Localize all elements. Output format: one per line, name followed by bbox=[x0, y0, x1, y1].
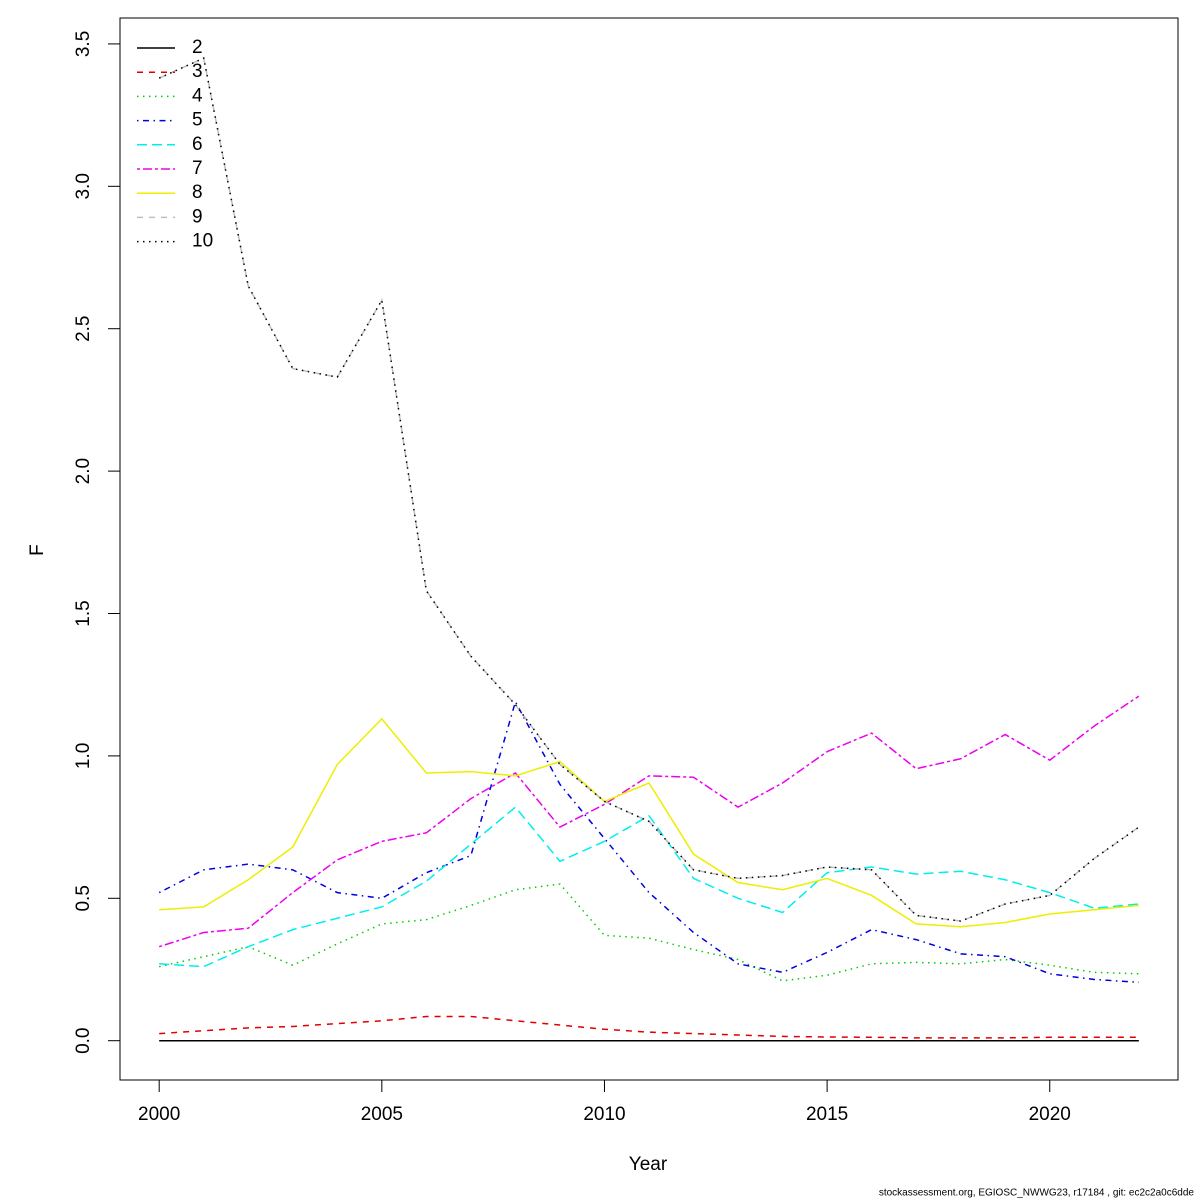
y-tick-label: 1.5 bbox=[73, 600, 94, 626]
plot-box bbox=[119, 17, 1179, 1081]
x-tick-label: 2000 bbox=[138, 1104, 180, 1125]
legend-label: 6 bbox=[192, 134, 203, 155]
series-line bbox=[159, 883, 1139, 982]
y-axis-label: F bbox=[27, 544, 48, 556]
x-tick-label: 2010 bbox=[583, 1104, 625, 1125]
legend-label: 10 bbox=[192, 231, 213, 252]
legend-label: 8 bbox=[192, 182, 203, 203]
y-tick-label: 2.5 bbox=[73, 316, 94, 342]
x-tick-label: 2005 bbox=[361, 1104, 403, 1125]
series-line bbox=[159, 717, 1139, 928]
legend-label: 4 bbox=[192, 85, 203, 106]
series-line bbox=[158, 57, 1140, 922]
y-tick-label: 3.5 bbox=[73, 31, 94, 57]
series-line bbox=[159, 806, 1139, 968]
legend-label: 3 bbox=[192, 61, 203, 82]
legend-label: 9 bbox=[192, 206, 203, 227]
legend-label: 2 bbox=[192, 37, 203, 58]
y-tick-label: 0.0 bbox=[73, 1027, 94, 1053]
y-tick-label: 1.0 bbox=[73, 743, 94, 769]
y-tick-label: 2.0 bbox=[73, 458, 94, 484]
x-axis-label: Year bbox=[629, 1154, 668, 1175]
series-line bbox=[158, 695, 1140, 948]
series-line bbox=[159, 1015, 1139, 1039]
x-tick-label: 2015 bbox=[806, 1104, 848, 1125]
series-line bbox=[158, 57, 1140, 922]
x-tick-label: 2020 bbox=[1029, 1104, 1071, 1125]
series-line bbox=[158, 699, 1139, 984]
footer: stockassessment.org, EGIOSC_NWWG23, r171… bbox=[879, 1188, 1195, 1199]
legend-label: 5 bbox=[192, 110, 203, 131]
y-tick-label: 3.0 bbox=[73, 173, 94, 199]
legend-label: 7 bbox=[192, 158, 203, 179]
y-tick-label: 0.5 bbox=[73, 885, 94, 911]
